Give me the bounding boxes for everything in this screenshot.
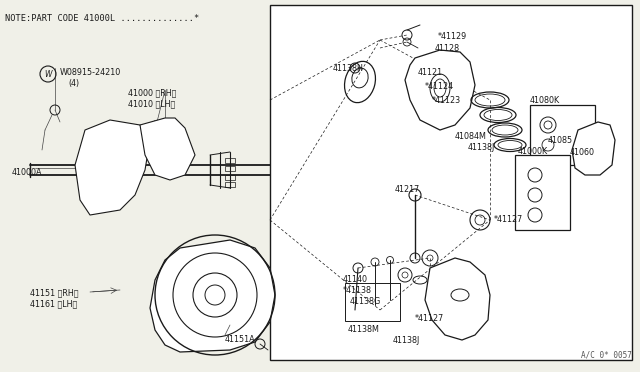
Text: 41151A: 41151A — [225, 335, 255, 344]
Text: 41138J: 41138J — [468, 143, 495, 152]
Text: *41127: *41127 — [494, 215, 524, 224]
Text: (4): (4) — [68, 79, 79, 88]
Bar — [225, 175, 235, 180]
Text: *41123: *41123 — [432, 96, 461, 105]
Text: NOTE:PART CODE 41000L ..............*: NOTE:PART CODE 41000L ..............* — [5, 14, 199, 23]
Polygon shape — [150, 240, 275, 352]
Text: 41121: 41121 — [418, 68, 443, 77]
Text: *41127: *41127 — [415, 314, 444, 323]
Text: 41217: 41217 — [395, 185, 420, 194]
Bar — [515, 155, 570, 230]
Bar — [270, 5, 632, 360]
Text: 41138J: 41138J — [393, 336, 420, 345]
Polygon shape — [405, 50, 475, 130]
Text: 41080K: 41080K — [530, 96, 560, 105]
Text: 41084M: 41084M — [455, 132, 487, 141]
Text: 41138H: 41138H — [333, 64, 364, 73]
Bar — [225, 182, 235, 187]
Polygon shape — [75, 120, 150, 215]
Text: 41010 〈LH〉: 41010 〈LH〉 — [128, 99, 175, 108]
Polygon shape — [140, 118, 195, 180]
Bar — [345, 283, 400, 321]
Bar — [225, 166, 235, 171]
Text: W: W — [44, 70, 51, 79]
Bar — [530, 105, 595, 165]
Text: 41138M: 41138M — [348, 325, 380, 334]
Text: *41138: *41138 — [343, 286, 372, 295]
Bar — [225, 158, 235, 163]
Text: 41000K: 41000K — [518, 147, 548, 156]
Text: 41151 〈RH〉: 41151 〈RH〉 — [30, 288, 79, 297]
Polygon shape — [425, 258, 490, 340]
Text: 41000 〈RH〉: 41000 〈RH〉 — [128, 88, 177, 97]
Text: 41161 〈LH〉: 41161 〈LH〉 — [30, 299, 77, 308]
Text: *41129: *41129 — [438, 32, 467, 41]
Polygon shape — [572, 122, 615, 175]
Text: A/C 0* 0057: A/C 0* 0057 — [581, 351, 632, 360]
Text: 41000A: 41000A — [12, 168, 42, 177]
Text: 41060: 41060 — [570, 148, 595, 157]
Text: 41140: 41140 — [343, 275, 368, 284]
Text: 41138G: 41138G — [350, 297, 381, 306]
Text: 41085: 41085 — [548, 136, 573, 145]
Text: *41124: *41124 — [425, 82, 454, 91]
Text: W08915-24210: W08915-24210 — [60, 68, 121, 77]
Text: 41128: 41128 — [435, 44, 460, 53]
